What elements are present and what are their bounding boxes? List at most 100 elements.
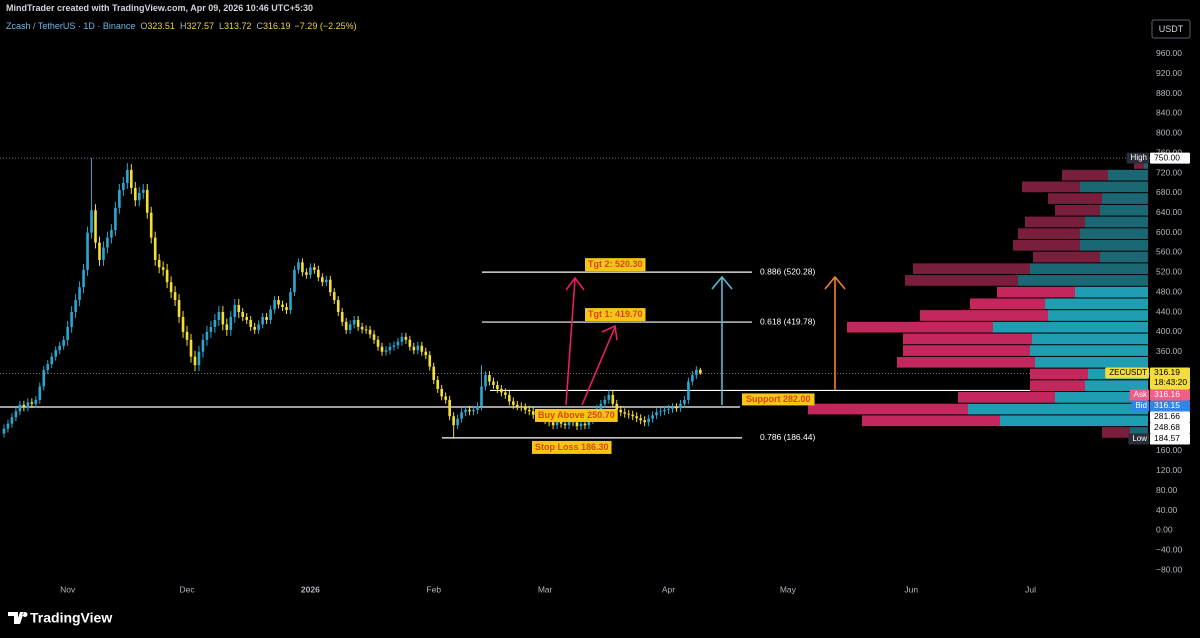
- trade-label: Tgt 2: 520.30: [588, 259, 643, 269]
- profile-up: [1080, 239, 1148, 251]
- candle-body: [293, 269, 296, 293]
- candle-body: [277, 300, 280, 305]
- candle-body: [356, 319, 360, 327]
- profile-down: [1022, 181, 1080, 193]
- symbol-line: Zcash / TetherUS · 1D · Binance O323.51 H3…: [6, 21, 357, 31]
- candle-body: [420, 345, 424, 352]
- price-tag-box: [1126, 152, 1149, 164]
- price-tag-box: [1131, 400, 1149, 412]
- profile-down: [862, 415, 1000, 427]
- arrow-head: [565, 276, 585, 291]
- currency-box[interactable]: USDT: [1151, 19, 1191, 39]
- price-tag: Bid: [1135, 401, 1147, 410]
- profile-down: [905, 275, 1018, 286]
- y-tick-label: 480.00: [1156, 286, 1182, 296]
- candle-body: [281, 304, 284, 308]
- candle-body: [488, 375, 491, 382]
- y-tick-label: 80.00: [1156, 485, 1178, 495]
- candle-body: [257, 324, 260, 330]
- candle-body: [555, 421, 559, 426]
- candle-body: [126, 170, 129, 183]
- candle-body: [551, 422, 555, 426]
- candle-body: [484, 375, 487, 387]
- arrow-layer: [565, 275, 846, 406]
- candle-body: [62, 339, 65, 346]
- currency-frame[interactable]: [1151, 19, 1191, 39]
- price-label: 316.15: [1154, 400, 1180, 410]
- candle-body: [456, 418, 459, 426]
- support-label: Support 282.00: [746, 394, 811, 404]
- profile-down: [847, 321, 993, 333]
- candle-body: [380, 346, 384, 352]
- candle-body: [42, 370, 46, 387]
- candle-body: [695, 369, 698, 376]
- candle-body: [26, 402, 30, 408]
- candle-body: [496, 384, 499, 389]
- candle-body: [372, 334, 376, 340]
- ohlc-value: 327.57: [186, 21, 214, 31]
- price-tag: Ask: [1134, 390, 1148, 399]
- candle-body: [424, 351, 428, 356]
- candle-body: [289, 292, 292, 311]
- profile-down: [1030, 368, 1088, 380]
- profile-up: [968, 403, 1148, 415]
- price-label-box: [1150, 367, 1190, 390]
- candle-body: [145, 189, 149, 213]
- candle-body: [388, 346, 392, 351]
- ohlc-value: 316.19: [263, 21, 291, 31]
- y-tick-label: 920.00: [1156, 68, 1182, 78]
- candle-body: [659, 411, 662, 413]
- y-tick-label: 0.00: [1156, 525, 1173, 535]
- background-layer: 960.00 920.00 880.00 840.00 800.00 760.00 720.…: [0, 48, 1183, 594]
- candle-body: [273, 300, 276, 310]
- candle-body: [619, 409, 623, 413]
- candle-body: [436, 380, 440, 389]
- profile-up: [1075, 286, 1148, 298]
- candle-body: [245, 316, 249, 320]
- y-tick-label: 120.00: [1156, 465, 1182, 475]
- candle-body: [189, 339, 193, 357]
- profile-up: [1100, 251, 1148, 263]
- candle-body: [360, 326, 364, 330]
- profile-up: [1048, 310, 1148, 321]
- profile-down: [920, 310, 1048, 321]
- candle-body: [675, 407, 678, 409]
- candle-body: [428, 355, 432, 367]
- y-tick-label: 880.00: [1156, 88, 1182, 98]
- candle-body: [476, 406, 479, 410]
- x-tick-label: Dec: [179, 584, 195, 594]
- label-layer: 0.886 (520.28) 0.618 (419.78) 0.786 (186.4…: [532, 152, 1190, 454]
- candle-body: [153, 237, 157, 260]
- x-tick-label: Nov: [60, 584, 76, 594]
- currency-label[interactable]: USDT: [1159, 24, 1184, 34]
- candle-body: [671, 407, 674, 409]
- price-label: 316.19: [1154, 367, 1180, 377]
- y-tick-label: −80.00: [1156, 564, 1183, 574]
- x-tick-label: Apr: [662, 584, 675, 594]
- candle-body: [74, 300, 77, 313]
- candle-body: [130, 170, 133, 188]
- y-tick-label: 800.00: [1156, 128, 1182, 138]
- candle-body: [404, 336, 408, 340]
- candle-body: [177, 300, 181, 317]
- price-tag: ZECUSDT: [1109, 368, 1147, 377]
- profile-down: [903, 333, 1032, 345]
- y-tick-label: 360.00: [1156, 346, 1182, 356]
- y-tick-label: 40.00: [1156, 505, 1178, 515]
- candle-body: [448, 399, 451, 417]
- candle-body: [2, 428, 6, 434]
- x-tick-label: Jun: [904, 584, 918, 594]
- profile-down: [1055, 204, 1100, 216]
- candle-body: [205, 331, 209, 340]
- price-label-box: [1150, 152, 1190, 164]
- candle-body: [58, 345, 62, 351]
- candle-body: [141, 189, 145, 193]
- trade-label: Stop Loss 186.30: [535, 442, 609, 452]
- candle-body: [209, 326, 213, 332]
- price-label: 281.66: [1154, 411, 1180, 421]
- profile-down: [1018, 228, 1080, 239]
- symbol-name[interactable]: Zcash / TetherUS · 1D · Binance: [6, 21, 136, 31]
- price-label-box: [1150, 389, 1190, 401]
- candle-body: [50, 356, 54, 365]
